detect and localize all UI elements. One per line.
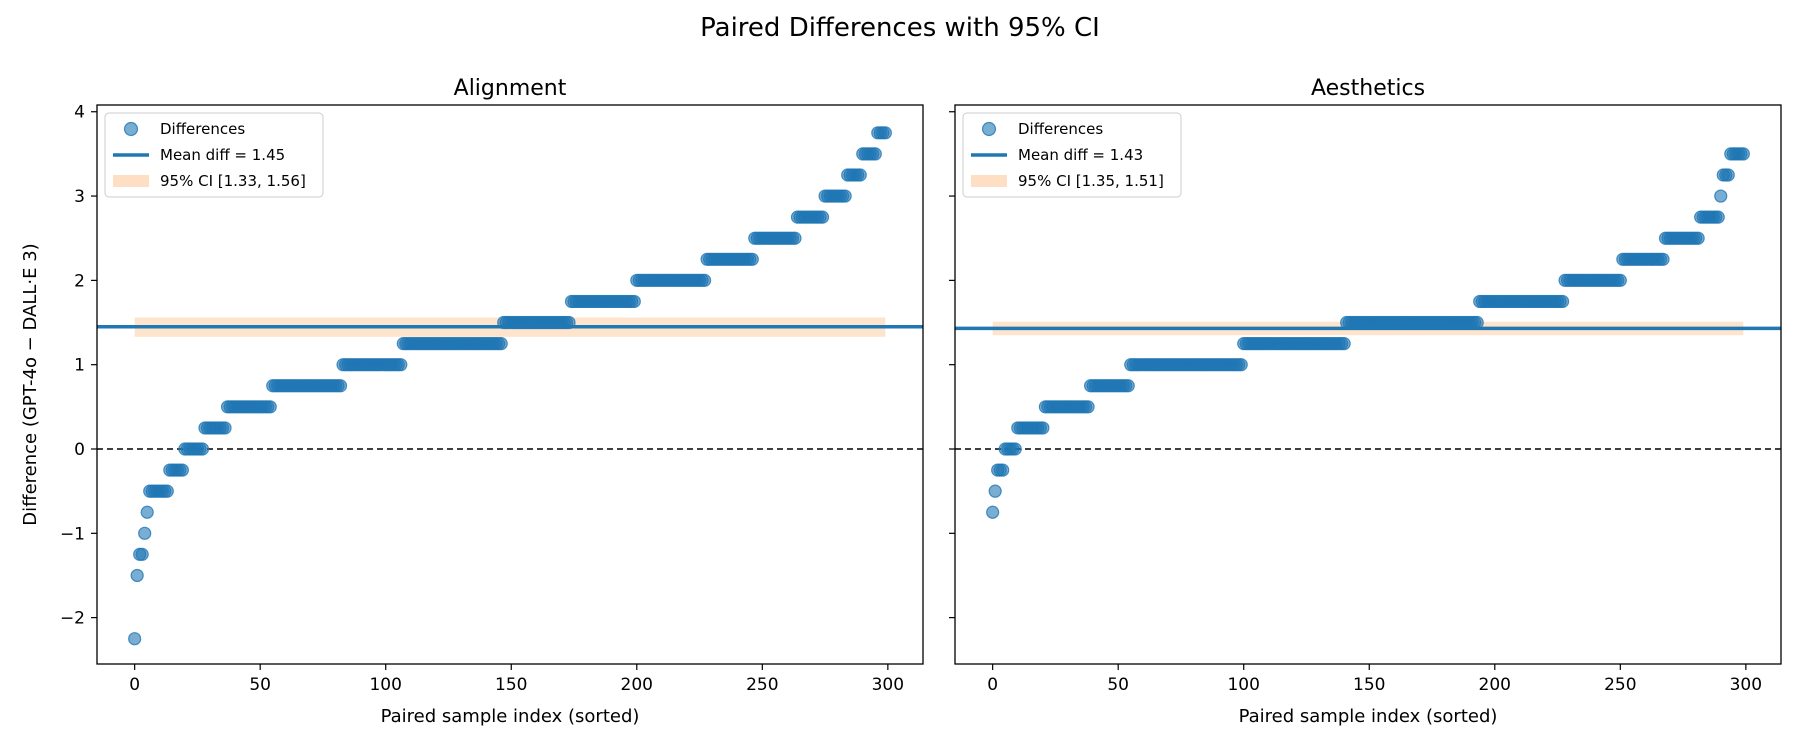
x-tick-label: 250: [1604, 675, 1636, 695]
panel-title: Alignment: [454, 76, 567, 101]
data-point: [263, 400, 277, 414]
scatter-points: [986, 147, 1750, 519]
data-point: [745, 252, 759, 266]
legend: Differences Mean diff = 1.45 95% CI [1.33,…: [104, 112, 324, 198]
legend-label-ci: 95% CI [1.33, 1.56]: [160, 172, 306, 190]
y-tick-label: 1: [74, 356, 85, 376]
data-point: [697, 273, 712, 287]
data-point: [195, 442, 210, 456]
data-point: [140, 505, 154, 519]
data-point: [1714, 189, 1728, 203]
data-point: [1691, 231, 1705, 245]
data-point: [135, 547, 149, 561]
data-point: [138, 526, 152, 540]
data-point: [1121, 379, 1135, 393]
x-axis-label: Paired sample index (sorted): [1239, 706, 1498, 727]
x-tick-label: 300: [1730, 675, 1762, 695]
figure-suptitle: Paired Differences with 95% CI: [700, 13, 1100, 43]
x-tick-label: 100: [1227, 675, 1259, 695]
data-point: [333, 379, 348, 393]
legend-box: [962, 112, 1182, 198]
x-tick-label: 200: [1479, 675, 1511, 695]
data-point: [494, 337, 508, 351]
legend-label-points: Differences: [160, 120, 245, 138]
y-tick-label: 3: [74, 187, 85, 207]
x-tick-label: 150: [495, 675, 527, 695]
data-point: [788, 231, 802, 245]
x-tick-label: 300: [872, 675, 904, 695]
data-point: [1081, 400, 1095, 414]
y-tick-label: 0: [74, 440, 85, 460]
data-point: [218, 421, 232, 435]
data-point: [1555, 294, 1570, 309]
x-tick-label: 100: [369, 675, 401, 695]
legend-marker-ci: [113, 175, 149, 187]
data-point: [853, 168, 867, 182]
y-tick-label: 2: [74, 271, 85, 291]
legend-label-ci: 95% CI [1.35, 1.51]: [1018, 172, 1164, 190]
data-point: [1736, 147, 1750, 161]
data-point: [130, 568, 144, 583]
data-point: [1711, 210, 1725, 224]
x-tick-label: 0: [129, 675, 140, 695]
data-point: [988, 484, 1002, 498]
legend-box: [104, 112, 324, 198]
axes-frame: [96, 104, 924, 665]
x-tick-label: 50: [1107, 675, 1129, 695]
data-point: [175, 463, 189, 477]
data-point: [128, 632, 142, 646]
scatter-points: [128, 126, 892, 646]
panel-aesthetics: Aesthetics 0 50 100 150 200 250 300 Paired sampl…: [949, 76, 1782, 727]
axes-frame: [954, 104, 1782, 665]
data-point: [815, 210, 830, 224]
legend-label-points: Differences: [1018, 120, 1103, 138]
data-point: [1008, 442, 1022, 456]
data-point: [1036, 421, 1050, 435]
legend-label-mean: Mean diff = 1.43: [1018, 146, 1143, 164]
data-point: [868, 147, 882, 161]
y-tick-label: −2: [60, 609, 85, 629]
data-point: [1234, 358, 1248, 372]
panel-title: Aesthetics: [1311, 76, 1425, 101]
data-point: [1337, 337, 1351, 351]
data-point: [996, 463, 1010, 477]
x-tick-label: 250: [746, 675, 778, 695]
x-tick-label: 150: [1353, 675, 1385, 695]
legend-marker-points: [123, 121, 139, 137]
data-point: [1656, 252, 1670, 266]
x-tick-label: 200: [621, 675, 653, 695]
legend-marker-ci: [971, 175, 1007, 187]
data-point: [160, 484, 174, 498]
x-axis-label: Paired sample index (sorted): [381, 706, 640, 727]
data-point: [986, 505, 1000, 519]
data-point: [1613, 273, 1627, 287]
x-tick-label: 50: [249, 675, 271, 695]
data-point: [394, 358, 408, 372]
y-axis-label: Difference (GPT-4o − DALL·E 3): [20, 243, 41, 525]
data-point: [878, 126, 892, 140]
panel-alignment: Alignment 0 50 100 150 200 250 300 −2 −1 0 1 2 3 4 Pair…: [20, 76, 924, 727]
y-tick-label: −1: [60, 524, 85, 544]
data-point: [838, 189, 852, 203]
x-tick-label: 0: [987, 675, 998, 695]
legend-marker-points: [981, 121, 997, 137]
legend-label-mean: Mean diff = 1.45: [160, 146, 285, 164]
data-point: [627, 294, 641, 309]
y-tick-label: 4: [74, 103, 85, 123]
legend: Differences Mean diff = 1.43 95% CI [1.35,…: [962, 112, 1182, 198]
data-point: [1721, 168, 1735, 182]
